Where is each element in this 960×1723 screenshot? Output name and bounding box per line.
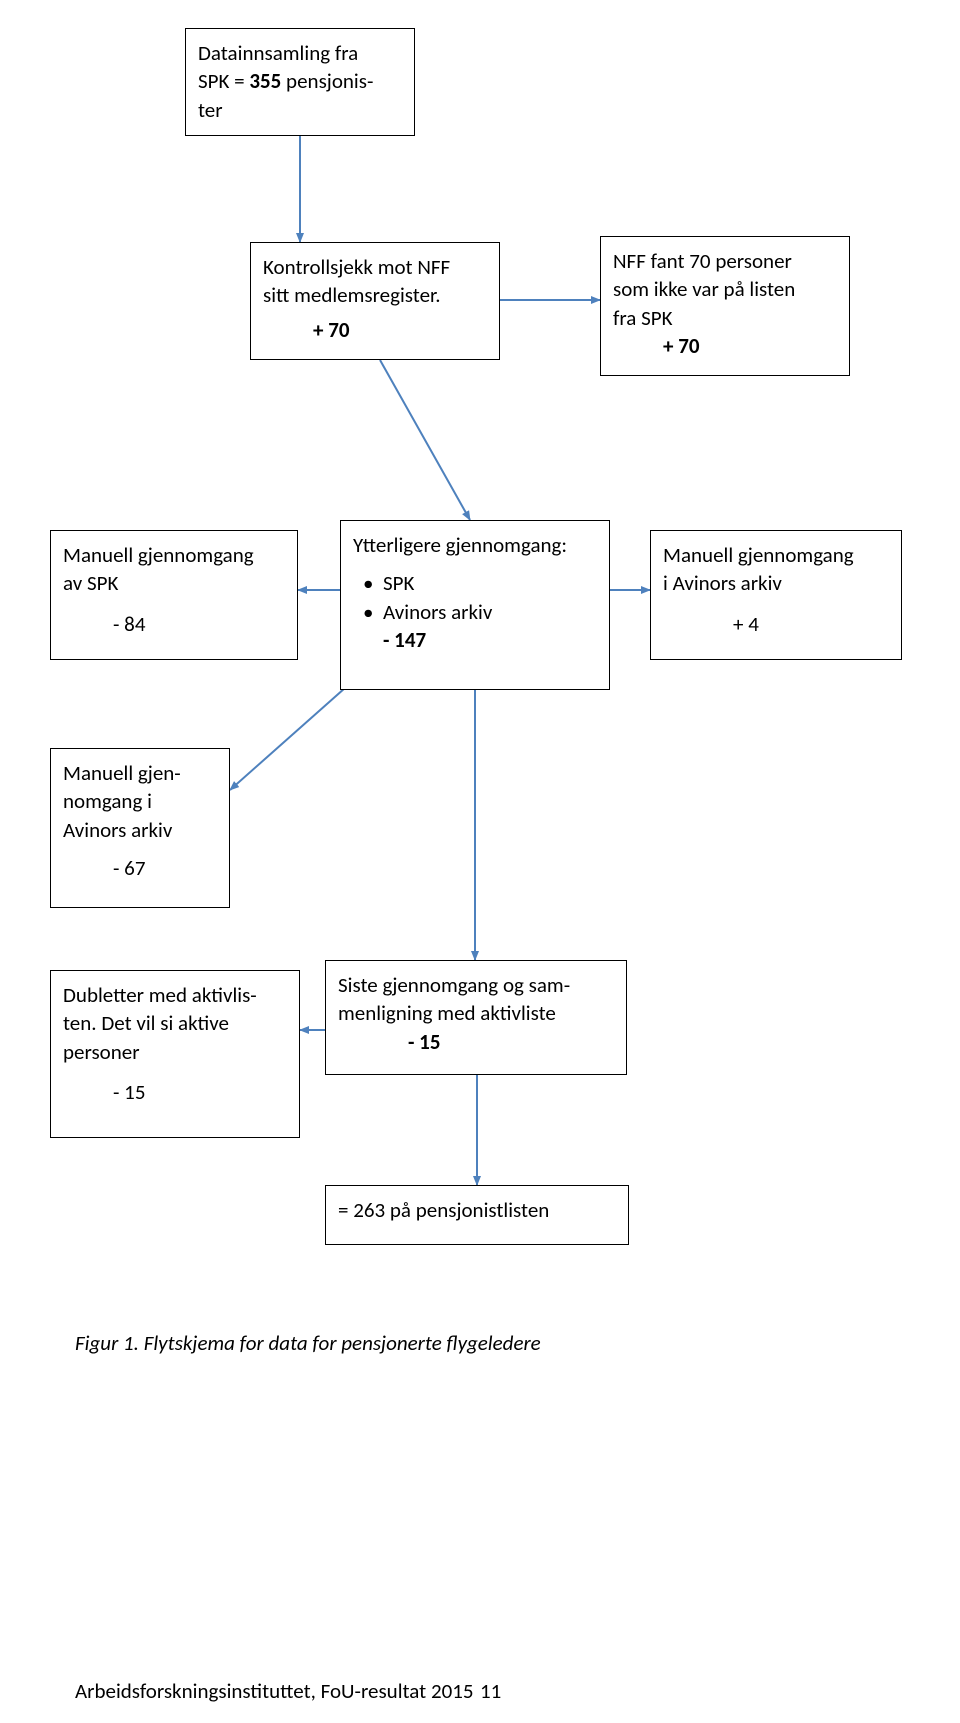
t: Avinors arkiv [63, 816, 217, 844]
t: - 67 [63, 844, 217, 882]
t: Manuell gjennomgang [63, 541, 285, 569]
t: nomgang i [63, 787, 217, 815]
box-ytterligere: Ytterligere gjennomgang: SPK Avinors ark… [340, 520, 610, 690]
flowchart-canvas: Datainnsamling fra SPK = 355 pensjonis- … [0, 0, 960, 1723]
box-nff: NFF fant 70 personer som ikke var på lis… [600, 236, 850, 376]
footer-text: Arbeidsforskningsinstituttet, FoU-result… [75, 1678, 474, 1704]
t: av SPK [63, 569, 285, 597]
t: Ytterligere gjennomgang: [353, 531, 597, 559]
box-dubletter: Dubletter med aktivlis- ten. Det vil si … [50, 970, 300, 1138]
box-siste: Siste gjennomgang og sam- menligning med… [325, 960, 627, 1075]
t-bold: + 70 [313, 317, 350, 343]
t: Manuell gjen- [63, 759, 217, 787]
t-bold: - 15 [408, 1029, 440, 1055]
t: personer [63, 1038, 287, 1066]
t: som ikke var på listen [613, 275, 837, 303]
list-item: SPK [353, 569, 597, 597]
t: NFF fant 70 personer [613, 247, 837, 275]
box-manuell-spk: Manuell gjennomgang av SPK - 84 [50, 530, 298, 660]
list-item: Avinors arkiv [353, 598, 597, 626]
t: menligning med aktivliste [338, 999, 614, 1027]
box-manuell-avinor-plus: Manuell gjennomgang i Avinors arkiv + 4 [650, 530, 902, 660]
t: SPK = [198, 68, 249, 94]
t: + 4 [663, 598, 889, 638]
t: ter [198, 97, 223, 123]
t: ten. Det vil si aktive [63, 1009, 287, 1037]
box-result: = 263 på pensjonistlisten [325, 1185, 629, 1245]
t: Manuell gjennomgang [663, 541, 889, 569]
t: - 84 [63, 598, 285, 638]
t: pensjonis- [281, 68, 373, 94]
box-manuell-avinor-67: Manuell gjen- nomgang i Avinors arkiv - … [50, 748, 230, 908]
t-bold: + 70 [663, 333, 700, 359]
footer-page-number: 11 [480, 1678, 501, 1704]
t: i Avinors arkiv [663, 569, 889, 597]
t-bold: 355 [249, 68, 281, 94]
t: - 15 [63, 1066, 287, 1106]
t: fra SPK [613, 304, 837, 332]
t: Kontrollsjekk mot NFF [263, 253, 487, 281]
t: Datainnsamling fra [198, 40, 358, 66]
figure-caption: Figur 1. Flytskjema for data for pensjon… [75, 1330, 541, 1356]
t: Siste gjennomgang og sam- [338, 971, 614, 999]
t: = 263 på pensjonistlisten [338, 1196, 616, 1224]
box-kontrollsjekk: Kontrollsjekk mot NFF sitt medlemsregist… [250, 242, 500, 360]
t: Dubletter med aktivlis- [63, 981, 287, 1009]
t-bold: - 147 [383, 627, 426, 653]
box-datainnsamling: Datainnsamling fra SPK = 355 pensjonis- … [185, 28, 415, 136]
text-line: Datainnsamling fra SPK = 355 pensjonis- … [198, 39, 402, 124]
t: sitt medlemsregister. [263, 281, 487, 309]
